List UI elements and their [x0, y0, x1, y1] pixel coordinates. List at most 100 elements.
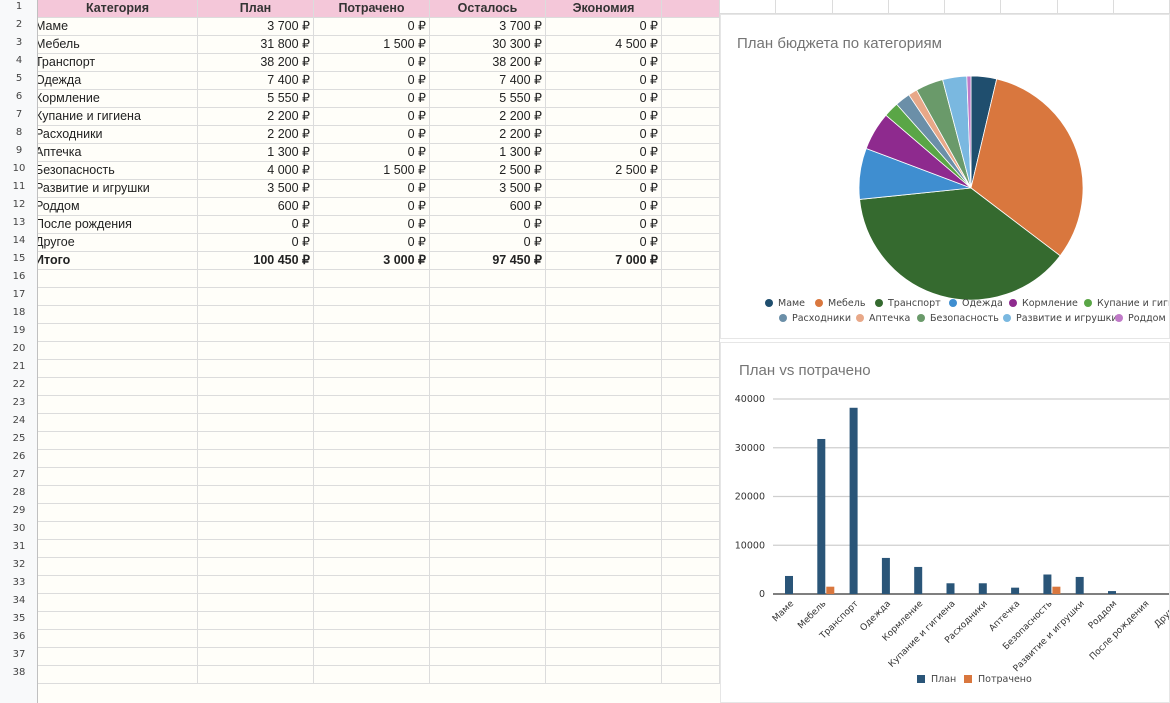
- row-number[interactable]: 6: [15, 91, 23, 102]
- value-cell[interactable]: [198, 342, 314, 360]
- row-number[interactable]: 31: [12, 541, 26, 552]
- empty-cell[interactable]: [662, 216, 720, 234]
- value-cell[interactable]: 0 ₽: [314, 198, 430, 216]
- empty-cell[interactable]: [662, 72, 720, 90]
- row-number[interactable]: 20: [12, 343, 26, 354]
- empty-cell[interactable]: [662, 576, 720, 594]
- value-cell[interactable]: 0 ₽: [198, 234, 314, 252]
- value-cell[interactable]: [546, 648, 662, 666]
- row-number[interactable]: 25: [12, 433, 26, 444]
- value-cell[interactable]: 1 300 ₽: [198, 144, 314, 162]
- bar-plan[interactable]: [1108, 591, 1116, 594]
- value-cell[interactable]: [198, 378, 314, 396]
- category-cell[interactable]: Расходники: [38, 126, 198, 144]
- value-cell[interactable]: [430, 342, 546, 360]
- value-cell[interactable]: [430, 612, 546, 630]
- category-cell[interactable]: [38, 378, 198, 396]
- empty-cell[interactable]: [662, 90, 720, 108]
- value-cell[interactable]: 38 200 ₽: [430, 54, 546, 72]
- category-cell[interactable]: [38, 288, 198, 306]
- value-cell[interactable]: Потрачено: [314, 0, 430, 18]
- category-cell[interactable]: Купание и гигиена: [38, 108, 198, 126]
- category-cell[interactable]: [38, 486, 198, 504]
- value-cell[interactable]: 2 200 ₽: [198, 108, 314, 126]
- value-cell[interactable]: 100 450 ₽: [198, 252, 314, 270]
- value-cell[interactable]: [198, 414, 314, 432]
- value-cell[interactable]: 3 500 ₽: [430, 180, 546, 198]
- value-cell[interactable]: 0 ₽: [314, 216, 430, 234]
- category-cell[interactable]: [38, 342, 198, 360]
- value-cell[interactable]: [430, 396, 546, 414]
- empty-cell[interactable]: [662, 270, 720, 288]
- category-cell[interactable]: Аптечка: [38, 144, 198, 162]
- value-cell[interactable]: [546, 594, 662, 612]
- value-cell[interactable]: [198, 594, 314, 612]
- value-cell[interactable]: [546, 378, 662, 396]
- value-cell[interactable]: 0 ₽: [314, 90, 430, 108]
- row-number[interactable]: 18: [12, 307, 26, 318]
- value-cell[interactable]: 0 ₽: [546, 90, 662, 108]
- value-cell[interactable]: 0 ₽: [546, 108, 662, 126]
- value-cell[interactable]: 2 500 ₽: [430, 162, 546, 180]
- value-cell[interactable]: 0 ₽: [314, 126, 430, 144]
- value-cell[interactable]: [430, 450, 546, 468]
- value-cell[interactable]: 2 200 ₽: [430, 108, 546, 126]
- value-cell[interactable]: [314, 594, 430, 612]
- value-cell[interactable]: [546, 522, 662, 540]
- row-number[interactable]: 17: [12, 289, 26, 300]
- empty-cell[interactable]: [662, 342, 720, 360]
- row-number[interactable]: 37: [12, 649, 26, 660]
- value-cell[interactable]: [314, 450, 430, 468]
- value-cell[interactable]: 3 700 ₽: [198, 18, 314, 36]
- column-cell[interactable]: [945, 0, 1002, 14]
- bar-plan[interactable]: [817, 438, 826, 594]
- value-cell[interactable]: [314, 486, 430, 504]
- row-number[interactable]: 16: [12, 271, 26, 282]
- value-cell[interactable]: [430, 432, 546, 450]
- category-cell[interactable]: [38, 594, 198, 612]
- category-cell[interactable]: [38, 360, 198, 378]
- value-cell[interactable]: 0 ₽: [198, 216, 314, 234]
- column-cell[interactable]: [776, 0, 833, 14]
- empty-cell[interactable]: [662, 36, 720, 54]
- value-cell[interactable]: [546, 576, 662, 594]
- pie-legend-item[interactable]: Кормление: [1009, 298, 1078, 309]
- row-number[interactable]: 29: [12, 505, 26, 516]
- empty-cell[interactable]: [662, 666, 720, 684]
- value-cell[interactable]: [314, 396, 430, 414]
- column-cell[interactable]: [1113, 0, 1170, 14]
- row-number[interactable]: 32: [12, 559, 26, 570]
- empty-cell[interactable]: [662, 180, 720, 198]
- value-cell[interactable]: 3 000 ₽: [314, 252, 430, 270]
- value-cell[interactable]: [430, 540, 546, 558]
- pie-slice[interactable]: [859, 187, 1061, 301]
- empty-cell[interactable]: [662, 0, 720, 18]
- empty-cell[interactable]: [662, 108, 720, 126]
- value-cell[interactable]: 0 ₽: [546, 198, 662, 216]
- value-cell[interactable]: [546, 558, 662, 576]
- empty-cell[interactable]: [662, 522, 720, 540]
- value-cell[interactable]: 0 ₽: [546, 126, 662, 144]
- value-cell[interactable]: [430, 378, 546, 396]
- category-cell[interactable]: [38, 630, 198, 648]
- pie-slice[interactable]: [966, 75, 972, 189]
- value-cell[interactable]: 0 ₽: [546, 234, 662, 252]
- empty-cell[interactable]: [662, 540, 720, 558]
- row-number[interactable]: 4: [15, 55, 23, 66]
- category-cell[interactable]: Безопасность: [38, 162, 198, 180]
- value-cell[interactable]: 0 ₽: [314, 108, 430, 126]
- category-cell[interactable]: Другое: [38, 234, 198, 252]
- value-cell[interactable]: 7 000 ₽: [546, 252, 662, 270]
- bar-plan[interactable]: [1075, 576, 1084, 594]
- value-cell[interactable]: [430, 594, 546, 612]
- category-cell[interactable]: Роддом: [38, 198, 198, 216]
- value-cell[interactable]: [314, 522, 430, 540]
- value-cell[interactable]: [198, 558, 314, 576]
- empty-cell[interactable]: [662, 594, 720, 612]
- category-cell[interactable]: [38, 666, 198, 684]
- value-cell[interactable]: [198, 306, 314, 324]
- row-number[interactable]: 22: [12, 379, 26, 390]
- row-number[interactable]: 19: [12, 325, 26, 336]
- empty-cell[interactable]: [662, 558, 720, 576]
- row-number[interactable]: 1: [15, 1, 23, 12]
